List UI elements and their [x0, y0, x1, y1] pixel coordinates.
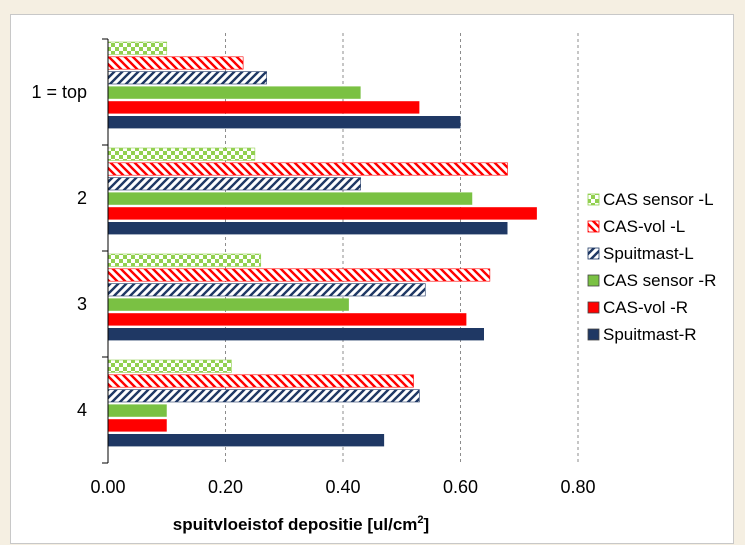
- bar-spuitmast-l-0: [107, 71, 267, 85]
- category-labels: 1 = top 2 3 4: [31, 82, 87, 420]
- bar-cas-sensor-r-1: [108, 192, 473, 205]
- bar-cas-sensor-l-3: [107, 359, 232, 373]
- legend-label: Spuitmast-L: [603, 244, 694, 263]
- category-label: 1 = top: [31, 82, 87, 102]
- x-tick-label: 0.60: [443, 477, 478, 497]
- x-tick-label: 0.40: [325, 477, 360, 497]
- bar-cas-vol-l-0: [107, 56, 244, 70]
- bar-cas-vol-r-3: [108, 419, 167, 432]
- x-tick-label: 0.80: [560, 477, 595, 497]
- bar-cas-vol-l-2: [107, 268, 491, 282]
- legend-swatch: [587, 247, 600, 260]
- legend-swatch: [587, 301, 600, 314]
- bar-cas-vol-r-2: [108, 313, 467, 326]
- bar-spuitmast-l-1: [107, 177, 361, 191]
- bars: [107, 41, 537, 447]
- category-label: 3: [77, 294, 87, 314]
- legend-label: CAS-vol -R: [603, 298, 688, 317]
- legend: CAS sensor -L CAS-vol -L Spuitmast-L CAS se…: [587, 190, 716, 344]
- bar-cas-sensor-l-2: [107, 253, 262, 267]
- bar-spuitmast-r-2: [108, 328, 484, 341]
- x-tick-label: 0.20: [208, 477, 243, 497]
- bar-chart: 1 = top 2 3 4 0.00 0.20 0.40 0.60 0.80 CAS sens…: [31, 33, 716, 534]
- legend-swatch: [587, 274, 600, 287]
- legend-label: CAS sensor -L: [603, 190, 714, 209]
- legend-swatch: [587, 193, 600, 206]
- legend-swatch: [587, 328, 600, 341]
- bar-spuitmast-l-3: [107, 389, 420, 403]
- bar-spuitmast-l-2: [107, 283, 426, 297]
- x-tick-labels: 0.00 0.20 0.40 0.60 0.80: [90, 477, 595, 497]
- chart-frame: 1 = top 2 3 4 0.00 0.20 0.40 0.60 0.80 CAS sens…: [10, 14, 734, 544]
- legend-label: CAS-vol -L: [603, 217, 685, 236]
- bar-spuitmast-r-0: [108, 116, 461, 129]
- bar-cas-vol-r-0: [108, 101, 420, 114]
- bar-cas-sensor-l-0: [107, 41, 168, 55]
- bar-cas-sensor-r-2: [108, 298, 349, 311]
- x-tick-label: 0.00: [90, 477, 125, 497]
- legend-swatch: [587, 220, 600, 233]
- bar-cas-sensor-r-0: [108, 86, 361, 99]
- bar-spuitmast-r-1: [108, 222, 508, 235]
- bar-cas-vol-l-3: [107, 374, 414, 388]
- bar-cas-vol-l-1: [107, 162, 508, 176]
- x-axis-title: spuitvloeistof depositie [ul/cm2]: [173, 514, 429, 534]
- legend-label: Spuitmast-R: [603, 325, 697, 344]
- category-label: 4: [77, 400, 87, 420]
- axes: [102, 38, 109, 464]
- bar-cas-sensor-l-1: [107, 147, 256, 161]
- bar-cas-vol-r-1: [108, 207, 537, 220]
- bar-cas-sensor-r-3: [108, 404, 167, 417]
- legend-label: CAS sensor -R: [603, 271, 716, 290]
- category-label: 2: [77, 188, 87, 208]
- bar-spuitmast-r-3: [108, 434, 385, 447]
